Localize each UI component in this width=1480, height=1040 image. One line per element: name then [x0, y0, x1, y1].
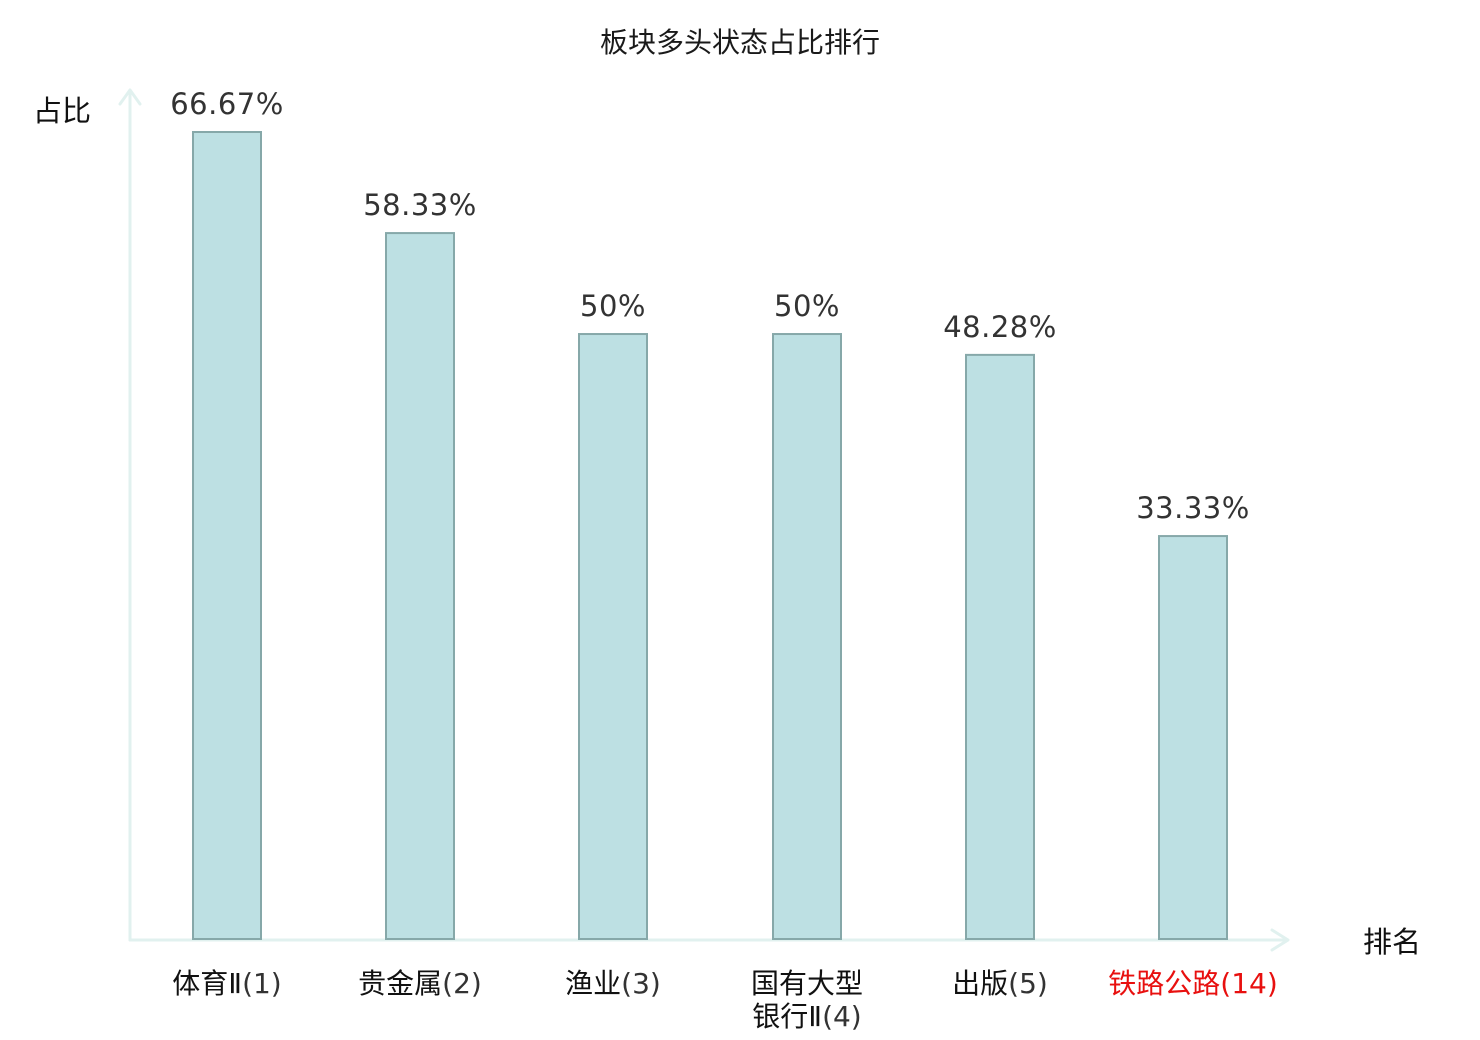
bar-value-label: 48.28% — [943, 310, 1057, 344]
value-labels-group: 66.67% 58.33% 50% 50% 48.28% 33.33% — [170, 87, 1250, 525]
category-rank: (2) — [442, 967, 482, 1000]
category-rank: (14) — [1220, 967, 1277, 1000]
bar-value-label: 50% — [580, 289, 646, 323]
category-name: 银行Ⅱ — [752, 1000, 822, 1033]
x-axis-arrow — [1270, 928, 1290, 952]
bar — [385, 232, 455, 940]
category-name: 出版 — [952, 967, 1008, 1000]
category-rank: (5) — [1008, 967, 1048, 1000]
bar — [192, 131, 262, 940]
bars-group — [192, 131, 1228, 941]
category-label: 贵金属(2) — [358, 967, 482, 1000]
category-label: 渔业(3) — [565, 967, 661, 1000]
y-axis-arrow — [118, 88, 142, 106]
bar — [965, 353, 1035, 940]
category-name: 国有大型 — [751, 967, 863, 1000]
category-name: 铁路公路 — [1108, 967, 1220, 1000]
category-label: 出版(5) — [952, 967, 1048, 1000]
chart-title: 板块多头状态占比排行 — [600, 26, 880, 59]
bar — [578, 333, 648, 941]
category-label: 国有大型银行Ⅱ(4) — [751, 967, 863, 1033]
category-label: 体育Ⅱ(1) — [172, 967, 281, 1000]
bar-value-label: 50% — [774, 289, 840, 323]
bar — [772, 333, 842, 941]
category-label: 铁路公路(14) — [1108, 967, 1278, 1000]
category-rank: (4) — [822, 1000, 862, 1033]
category-rank: (3) — [621, 967, 661, 1000]
category-name: 渔业 — [565, 967, 621, 1000]
bar — [1158, 535, 1228, 940]
y-axis-label: 占比 — [33, 94, 91, 128]
bar-value-label: 58.33% — [363, 188, 477, 222]
category-name: 体育Ⅱ — [172, 967, 242, 1000]
bar-value-label: 33.33% — [1136, 491, 1250, 525]
category-rank: (1) — [242, 967, 282, 1000]
category-labels-group: 体育Ⅱ(1) 贵金属(2) 渔业(3) 国有大型银行Ⅱ(4) 出版(5) 铁路公路(14) — [172, 967, 1277, 1033]
category-name: 贵金属 — [358, 967, 442, 1000]
bar-value-label: 66.67% — [170, 87, 284, 121]
x-axis-label: 排名 — [1363, 925, 1421, 959]
